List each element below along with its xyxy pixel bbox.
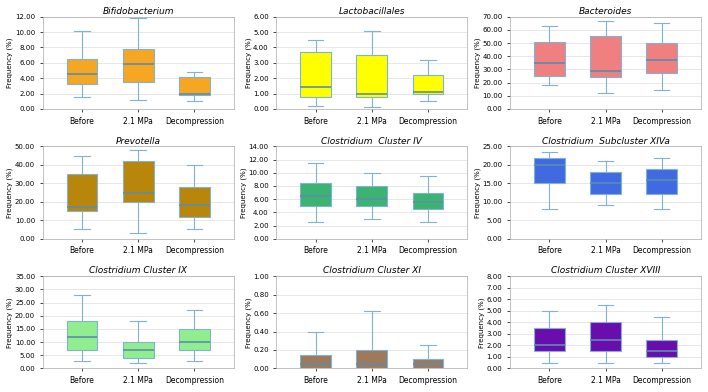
Y-axis label: Frequency (%): Frequency (%)	[7, 38, 13, 88]
Y-axis label: Frequency (%): Frequency (%)	[474, 38, 481, 88]
Y-axis label: Frequency (%): Frequency (%)	[241, 167, 247, 218]
PathPatch shape	[413, 359, 443, 368]
PathPatch shape	[67, 59, 98, 84]
Title: Bacteroides: Bacteroides	[579, 7, 632, 16]
Title: Clostridium  Subcluster XIVa: Clostridium Subcluster XIVa	[542, 137, 670, 146]
PathPatch shape	[413, 192, 443, 209]
Y-axis label: Frequency (%): Frequency (%)	[245, 297, 251, 348]
Y-axis label: Frequency (%): Frequency (%)	[245, 38, 251, 88]
PathPatch shape	[356, 55, 387, 97]
PathPatch shape	[590, 36, 621, 77]
PathPatch shape	[534, 42, 565, 76]
Title: Bifidobacterium: Bifidobacterium	[103, 7, 174, 16]
PathPatch shape	[646, 339, 677, 357]
PathPatch shape	[300, 355, 331, 368]
PathPatch shape	[646, 43, 677, 73]
PathPatch shape	[67, 174, 98, 211]
PathPatch shape	[122, 342, 154, 358]
Y-axis label: Frequency (%): Frequency (%)	[479, 297, 485, 348]
PathPatch shape	[300, 52, 331, 97]
PathPatch shape	[356, 186, 387, 206]
PathPatch shape	[646, 169, 677, 194]
Title: Clostridium  Cluster IV: Clostridium Cluster IV	[321, 137, 423, 146]
PathPatch shape	[122, 49, 154, 82]
Title: Prevotella: Prevotella	[115, 137, 161, 146]
PathPatch shape	[356, 350, 387, 368]
PathPatch shape	[122, 161, 154, 202]
PathPatch shape	[179, 329, 210, 350]
PathPatch shape	[590, 322, 621, 351]
PathPatch shape	[179, 187, 210, 216]
PathPatch shape	[300, 183, 331, 206]
Y-axis label: Frequency (%): Frequency (%)	[7, 167, 13, 218]
PathPatch shape	[67, 321, 98, 350]
PathPatch shape	[413, 75, 443, 94]
Title: Clostridium Cluster XI: Clostridium Cluster XI	[323, 267, 421, 276]
Title: Clostridium Cluster XVIII: Clostridium Cluster XVIII	[551, 267, 661, 276]
PathPatch shape	[179, 77, 210, 95]
Y-axis label: Frequency (%): Frequency (%)	[7, 297, 13, 348]
PathPatch shape	[534, 158, 565, 183]
Y-axis label: Frequency (%): Frequency (%)	[474, 167, 481, 218]
Title: Clostridium Cluster IX: Clostridium Cluster IX	[89, 267, 187, 276]
PathPatch shape	[534, 328, 565, 351]
Title: Lactobacillales: Lactobacillales	[338, 7, 405, 16]
PathPatch shape	[590, 172, 621, 194]
